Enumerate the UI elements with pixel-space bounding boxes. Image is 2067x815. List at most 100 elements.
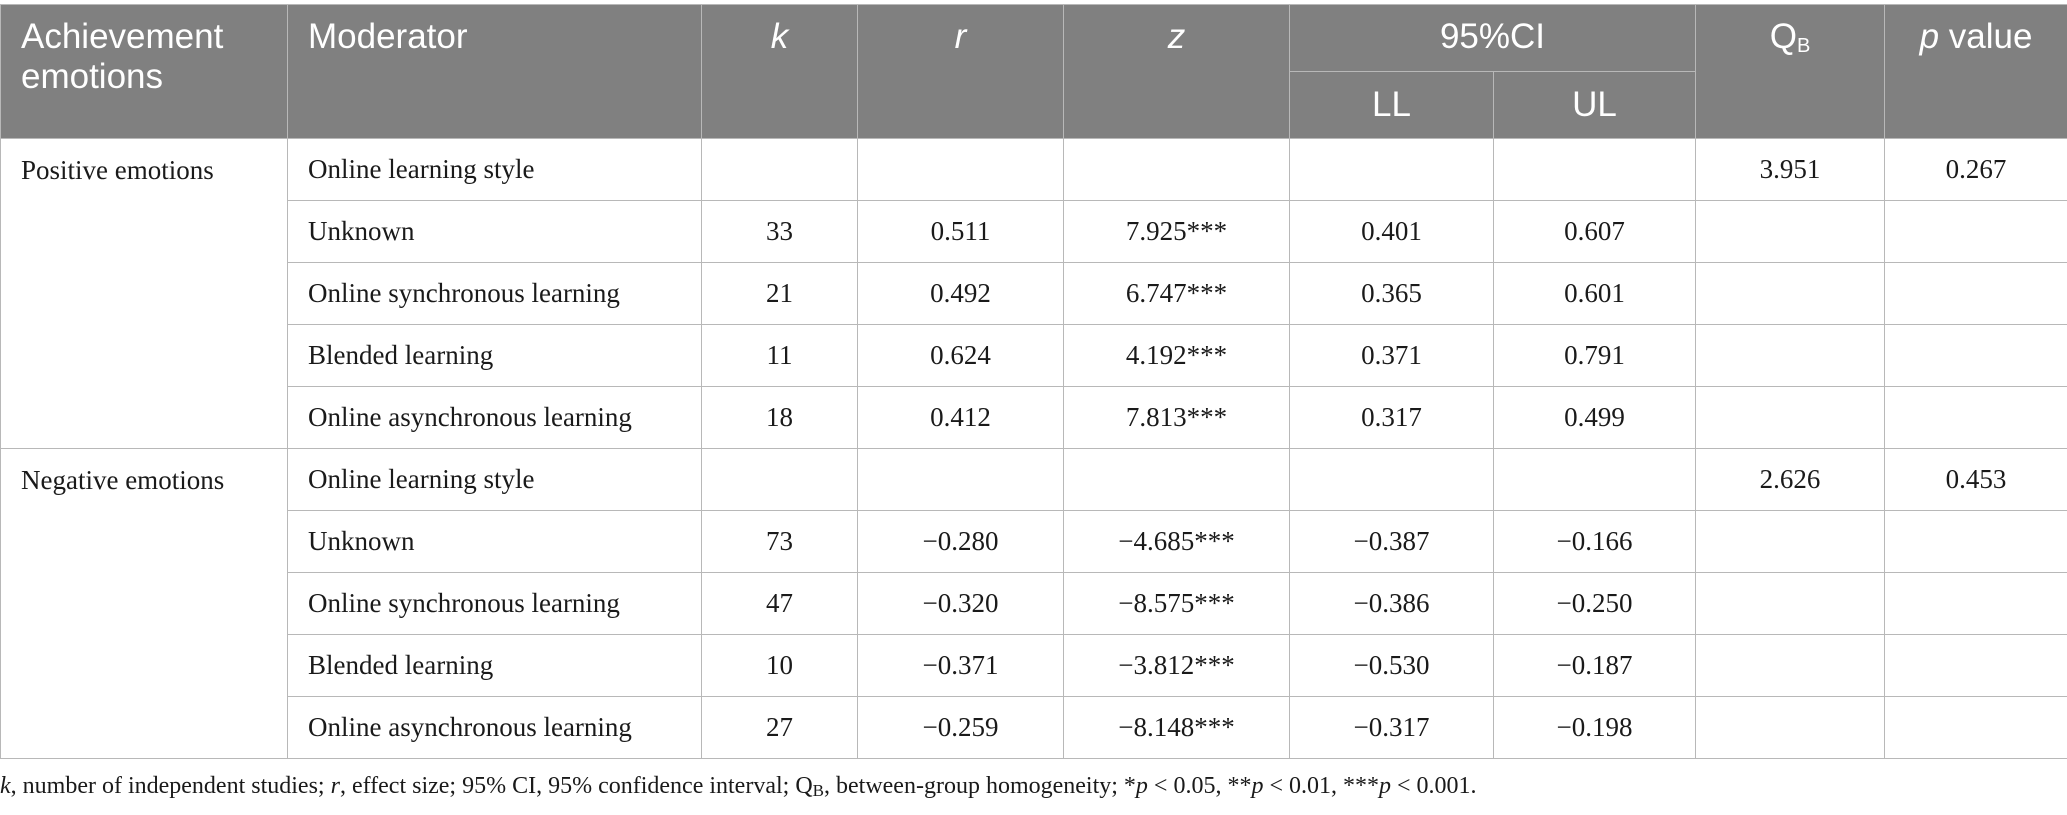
header-z: z	[1063, 4, 1290, 139]
cell-qb: 3.951	[1695, 138, 1885, 201]
moderator-analysis-table: Achievement emotions Moderator k r z 95%…	[0, 4, 2067, 759]
cell-p	[1884, 324, 2067, 387]
cell-r: −0.320	[857, 572, 1064, 635]
cell-ll: −0.386	[1289, 572, 1494, 635]
cell-k	[701, 138, 858, 201]
cell-p	[1884, 572, 2067, 635]
table-row: Negative emotions Online learning style 2.…	[0, 448, 2067, 759]
table-row: Unknown 73 −0.280 −4.685*** −0.387 −0.166	[1, 510, 2067, 573]
cell-ll	[1289, 448, 1494, 511]
cell-ul: 0.607	[1493, 200, 1696, 263]
cell-r: −0.280	[857, 510, 1064, 573]
cell-ul: 0.499	[1493, 386, 1696, 449]
cell-r: 0.511	[857, 200, 1064, 263]
cell-r	[857, 138, 1064, 201]
cell-r: 0.492	[857, 262, 1064, 325]
cell-z: 6.747***	[1063, 262, 1290, 325]
cell-moderator: Online learning style	[287, 138, 702, 201]
cell-qb	[1695, 200, 1885, 263]
header-ul: UL	[1493, 71, 1696, 139]
cell-r: 0.624	[857, 324, 1064, 387]
cell-z	[1063, 448, 1290, 511]
cell-moderator: Online synchronous learning	[287, 572, 702, 635]
header-qb: QB	[1695, 4, 1885, 139]
cell-qb	[1695, 262, 1885, 325]
table-row: Online synchronous learning 47 −0.320 −8.57…	[1, 572, 2067, 635]
cell-k: 11	[701, 324, 858, 387]
cell-z: −8.148***	[1063, 696, 1290, 759]
cell-ll: 0.317	[1289, 386, 1494, 449]
table-row: Blended learning 10 −0.371 −3.812*** −0.530−…	[1, 634, 2067, 697]
cell-ul	[1493, 448, 1696, 511]
cell-qb	[1695, 572, 1885, 635]
cell-ll: 0.401	[1289, 200, 1494, 263]
cell-ul	[1493, 138, 1696, 201]
cell-k: 33	[701, 200, 858, 263]
table-row: Unknown 33 0.511 7.925*** 0.401 0.607	[1, 200, 2067, 263]
cell-moderator: Blended learning	[287, 324, 702, 387]
cell-z: 4.192***	[1063, 324, 1290, 387]
cell-p	[1884, 386, 2067, 449]
cell-moderator: Unknown	[287, 510, 702, 573]
cell-p	[1884, 634, 2067, 697]
cell-ul: 0.601	[1493, 262, 1696, 325]
cell-r: −0.259	[857, 696, 1064, 759]
cell-ll: 0.365	[1289, 262, 1494, 325]
cell-moderator: Unknown	[287, 200, 702, 263]
header-achievement-emotions: Achievement emotions	[0, 4, 288, 139]
header-r: r	[857, 4, 1064, 139]
cell-qb	[1695, 386, 1885, 449]
cell-moderator: Online asynchronous learning	[287, 386, 702, 449]
cell-p: 0.267	[1884, 138, 2067, 201]
cell-ul: −0.187	[1493, 634, 1696, 697]
cell-ul: −0.166	[1493, 510, 1696, 573]
table-row: Blended learning 11 0.624 4.192*** 0.371 0.79…	[1, 324, 2067, 387]
table-row: Positive emotions Online learning style 3.…	[0, 138, 2067, 449]
header-k: k	[701, 4, 858, 139]
cell-z: −3.812***	[1063, 634, 1290, 697]
cell-p	[1884, 200, 2067, 263]
cell-p	[1884, 696, 2067, 759]
cell-qb: 2.626	[1695, 448, 1885, 511]
cell-z: 7.925***	[1063, 200, 1290, 263]
cell-k: 21	[701, 262, 858, 325]
group-label: Negative emotions	[0, 448, 288, 759]
header-ll: LL	[1289, 71, 1494, 139]
header-95ci: 95%CI	[1289, 4, 1696, 72]
table-row: Online asynchronous learning 18 0.412 7.813…	[1, 386, 2067, 449]
cell-ll: −0.317	[1289, 696, 1494, 759]
cell-k: 47	[701, 572, 858, 635]
cell-r	[857, 448, 1064, 511]
cell-r: 0.412	[857, 386, 1064, 449]
cell-z: −8.575***	[1063, 572, 1290, 635]
header-p-value: p value	[1884, 4, 2067, 139]
cell-p	[1884, 262, 2067, 325]
cell-ll: −0.530	[1289, 634, 1494, 697]
cell-ul: 0.791	[1493, 324, 1696, 387]
cell-z: −4.685***	[1063, 510, 1290, 573]
cell-k: 10	[701, 634, 858, 697]
cell-ll	[1289, 138, 1494, 201]
cell-moderator: Online synchronous learning	[287, 262, 702, 325]
cell-moderator: Blended learning	[287, 634, 702, 697]
cell-qb	[1695, 696, 1885, 759]
cell-ul: −0.250	[1493, 572, 1696, 635]
cell-ll: 0.371	[1289, 324, 1494, 387]
cell-k: 18	[701, 386, 858, 449]
table-footnote: k, number of independent studies; r, eff…	[0, 773, 1477, 800]
cell-z: 7.813***	[1063, 386, 1290, 449]
cell-p: 0.453	[1884, 448, 2067, 511]
cell-k	[701, 448, 858, 511]
cell-qb	[1695, 324, 1885, 387]
table-body: Positive emotions Online learning style 3.…	[0, 138, 2067, 759]
cell-r: −0.371	[857, 634, 1064, 697]
cell-k: 73	[701, 510, 858, 573]
table-row: Online asynchronous learning 27 −0.259 −8.1…	[1, 696, 2067, 759]
cell-moderator: Online asynchronous learning	[287, 696, 702, 759]
cell-moderator: Online learning style	[287, 448, 702, 511]
cell-qb	[1695, 510, 1885, 573]
cell-p	[1884, 510, 2067, 573]
group-label: Positive emotions	[0, 138, 288, 449]
header-moderator: Moderator	[287, 4, 702, 139]
cell-z	[1063, 138, 1290, 201]
